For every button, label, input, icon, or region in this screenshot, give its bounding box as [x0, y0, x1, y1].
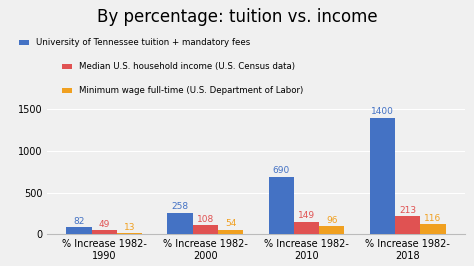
Text: 82: 82: [73, 217, 85, 226]
Bar: [294, 222, 319, 234]
Text: 149: 149: [298, 211, 315, 220]
Text: 213: 213: [399, 206, 416, 215]
Text: 108: 108: [197, 215, 214, 224]
Text: 116: 116: [424, 214, 442, 223]
Text: 54: 54: [225, 219, 237, 228]
Text: 1400: 1400: [371, 107, 394, 116]
Text: 258: 258: [172, 202, 189, 211]
Bar: [269, 177, 294, 234]
Bar: [193, 225, 218, 234]
Bar: [91, 230, 117, 234]
Text: 690: 690: [273, 166, 290, 175]
Bar: [167, 213, 193, 234]
Text: By percentage: tuition vs. income: By percentage: tuition vs. income: [97, 8, 377, 26]
Bar: [395, 216, 420, 234]
Text: University of Tennessee tuition + mandatory fees: University of Tennessee tuition + mandat…: [36, 38, 251, 47]
Bar: [319, 226, 345, 234]
Bar: [117, 233, 142, 234]
Bar: [66, 227, 91, 234]
Text: Minimum wage full-time (U.S. Department of Labor): Minimum wage full-time (U.S. Department …: [79, 86, 303, 95]
Bar: [420, 225, 446, 234]
Text: 96: 96: [326, 216, 337, 225]
Text: 49: 49: [99, 219, 110, 228]
Bar: [370, 118, 395, 234]
Text: 13: 13: [124, 222, 135, 231]
Text: Median U.S. household income (U.S. Census data): Median U.S. household income (U.S. Censu…: [79, 62, 295, 71]
Bar: [218, 230, 243, 234]
